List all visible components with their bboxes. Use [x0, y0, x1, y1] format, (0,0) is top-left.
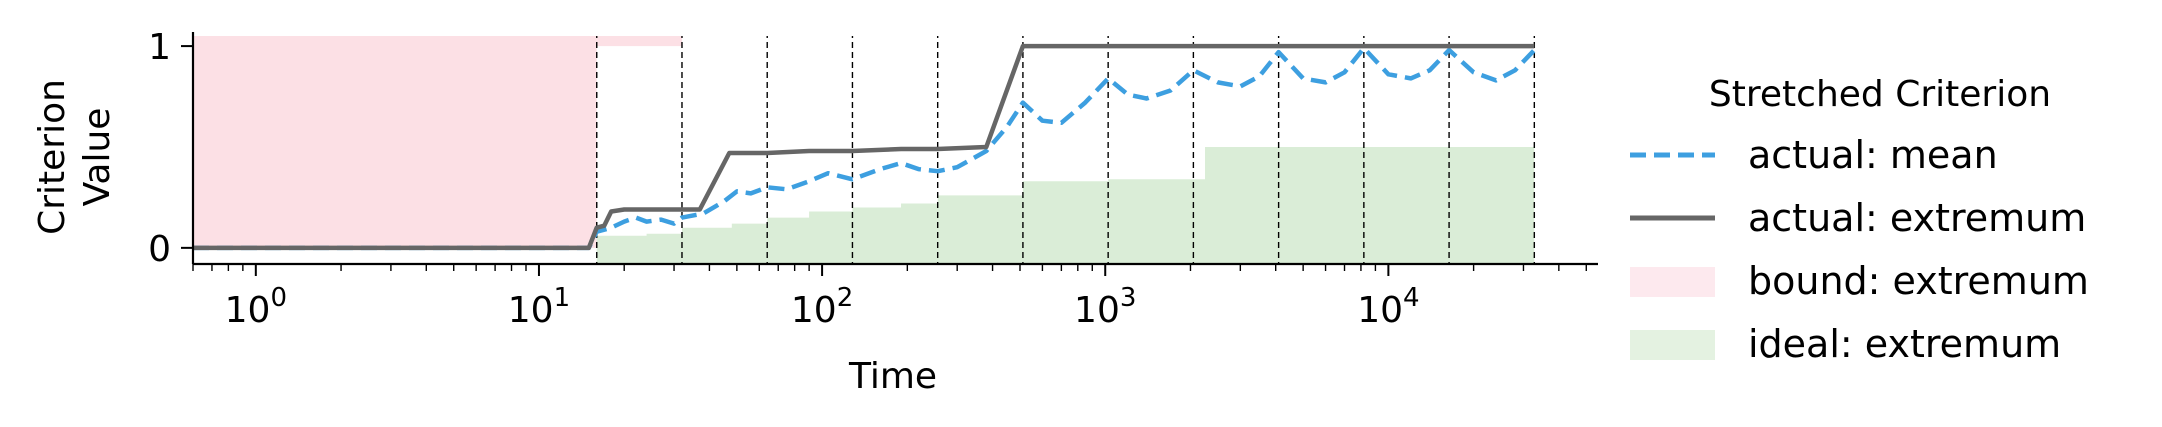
series-line-actual-extremum: [193, 43, 1535, 251]
ticks: 100 101 102 103 104 0 1: [148, 27, 1587, 331]
axes: [191, 32, 1598, 266]
x-tick-label: 104: [1357, 283, 1419, 331]
x-axis-label: Time: [848, 356, 937, 397]
legend-swatch-ideal-extremum: [1630, 330, 1715, 360]
y-axis-label-line-1: Criterion: [32, 79, 73, 235]
y-axis-label-line-2: Value: [77, 108, 118, 207]
y-axis-label: Criterion Value: [32, 79, 118, 235]
legend-label-actual-mean: actual: mean: [1748, 133, 1998, 177]
x-tick-label: 101: [508, 283, 570, 331]
legend-label-actual-extremum: actual: extremum: [1748, 196, 2086, 240]
bound-extremum-segment: [596, 36, 682, 47]
legend: Stretched Criterion actual: mean actual:…: [1630, 74, 2089, 366]
legend-label-bound-extremum: bound: extremum: [1748, 259, 2089, 303]
legend-title: Stretched Criterion: [1709, 74, 2051, 115]
series-line-actual-mean: [193, 45, 1536, 251]
legend-label-ideal-extremum: ideal: extremum: [1748, 322, 2061, 366]
plot-area: [193, 36, 1536, 264]
y-tick-label: 0: [148, 229, 171, 270]
x-tick-label: 100: [225, 283, 287, 331]
y-tick-label: 1: [148, 27, 171, 68]
legend-swatch-bound-extremum: [1630, 267, 1715, 297]
x-tick-label: 102: [791, 283, 853, 331]
bound-extremum-region: [193, 36, 597, 248]
ideal-extremum-region: [193, 147, 1535, 264]
x-tick-label: 103: [1074, 283, 1136, 331]
